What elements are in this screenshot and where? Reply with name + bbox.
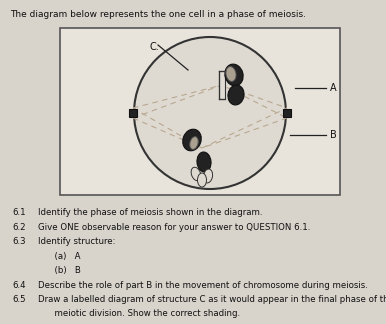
Ellipse shape (183, 129, 201, 151)
Bar (60, 28, 340, 195)
Text: meiotic division. Show the correct shading.: meiotic division. Show the correct shadi… (38, 309, 240, 318)
Text: 6.3: 6.3 (12, 237, 25, 246)
Ellipse shape (197, 152, 211, 172)
Text: The diagram below represents the one cell in a phase of meiosis.: The diagram below represents the one cel… (10, 10, 306, 19)
Ellipse shape (225, 64, 243, 86)
Ellipse shape (191, 167, 201, 181)
Text: 6.4: 6.4 (12, 281, 25, 290)
Text: (b)   B: (b) B (38, 266, 81, 275)
Ellipse shape (198, 173, 207, 187)
Text: Give ONE observable reason for your answer to QUESTION 6.1.: Give ONE observable reason for your answ… (38, 223, 310, 232)
Ellipse shape (203, 169, 213, 183)
Text: 6.5: 6.5 (12, 295, 25, 304)
Bar (283, 109, 291, 117)
Text: B: B (330, 130, 337, 140)
Text: 6.1: 6.1 (12, 208, 25, 217)
Ellipse shape (226, 66, 236, 81)
Text: (a)   A: (a) A (38, 251, 81, 260)
Text: Identify structure:: Identify structure: (38, 237, 115, 246)
Text: Identify the phase of meiosis shown in the diagram.: Identify the phase of meiosis shown in t… (38, 208, 262, 217)
Text: 6.2: 6.2 (12, 223, 25, 232)
Ellipse shape (190, 137, 198, 149)
Text: Describe the role of part B in the movement of chromosome during meiosis.: Describe the role of part B in the movem… (38, 281, 368, 290)
Ellipse shape (228, 85, 244, 105)
Text: A: A (330, 83, 337, 93)
Bar (129, 109, 137, 117)
Text: Draw a labelled diagram of structure C as it would appear in the final phase of : Draw a labelled diagram of structure C a… (38, 295, 386, 304)
Text: C.: C. (150, 42, 160, 52)
Bar (219, 71, 225, 99)
Circle shape (134, 37, 286, 189)
